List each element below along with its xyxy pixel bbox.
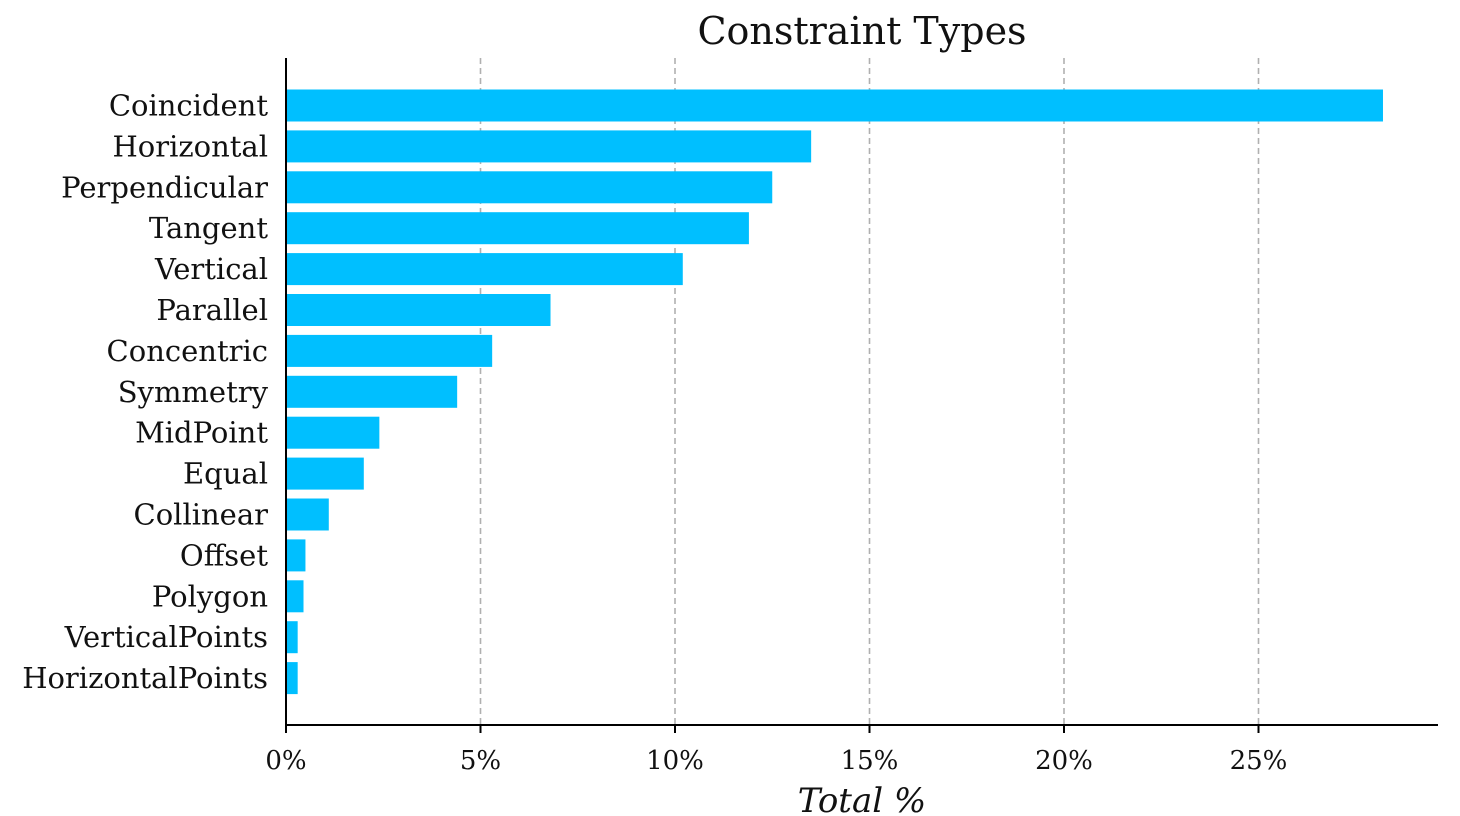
bar-polygon	[286, 580, 304, 613]
y-tick-label-midpoint: MidPoint	[135, 416, 268, 450]
grid-layer	[479, 58, 1260, 725]
bar-symmetry	[286, 375, 458, 408]
bar-offset	[286, 539, 306, 572]
y-tick-label-horizontal: Horizontal	[112, 129, 268, 163]
chart-title: Constraint Types	[697, 9, 1026, 53]
x-tick-label-5: 5%	[460, 746, 501, 776]
bar-vertical	[286, 253, 683, 286]
bar-collinear	[286, 498, 329, 531]
y-tick-label-horizontalpoints: HorizontalPoints	[22, 661, 268, 695]
bar-perpendicular	[286, 171, 773, 204]
axis-layer	[285, 58, 1438, 733]
x-tick-label-10: 10%	[646, 746, 704, 776]
bar-verticalpoints	[286, 621, 298, 654]
bar-midpoint	[286, 416, 380, 449]
y-tick-label-perpendicular: Perpendicular	[61, 170, 268, 204]
y-tick-label-collinear: Collinear	[134, 498, 269, 532]
bar-tangent	[286, 212, 749, 245]
bar-coincident	[286, 89, 1383, 122]
x-tick-label-20: 20%	[1035, 746, 1093, 776]
y-tick-label-concentric: Concentric	[107, 334, 268, 368]
bar-horizontalpoints	[286, 662, 298, 695]
x-tick-label-0: 0%	[265, 746, 306, 776]
y-tick-label-polygon: Polygon	[152, 579, 268, 613]
y-tick-label-symmetry: Symmetry	[118, 375, 269, 409]
bar-layer	[286, 89, 1383, 695]
y-tick-label-verticalpoints: VerticalPoints	[64, 620, 268, 654]
x-axis-label: Total %	[798, 781, 926, 816]
x-tick-label-25: 25%	[1230, 746, 1288, 776]
y-tick-label-equal: Equal	[183, 457, 268, 491]
bar-parallel	[286, 294, 551, 326]
bar-equal	[286, 457, 364, 490]
y-tick-label-offset: Offset	[180, 538, 268, 572]
bar-horizontal	[286, 130, 812, 163]
bar-concentric	[286, 334, 493, 367]
y-tick-label-tangent: Tangent	[149, 211, 268, 245]
x-tick-label-15: 15%	[841, 746, 899, 776]
y-tick-label-vertical: Vertical	[154, 252, 268, 286]
y-tick-label-parallel: Parallel	[156, 293, 268, 327]
y-tick-label-coincident: Coincident	[109, 89, 269, 123]
label-layer: Coincident Horizontal Perpendicular Tangent…	[22, 89, 1287, 777]
